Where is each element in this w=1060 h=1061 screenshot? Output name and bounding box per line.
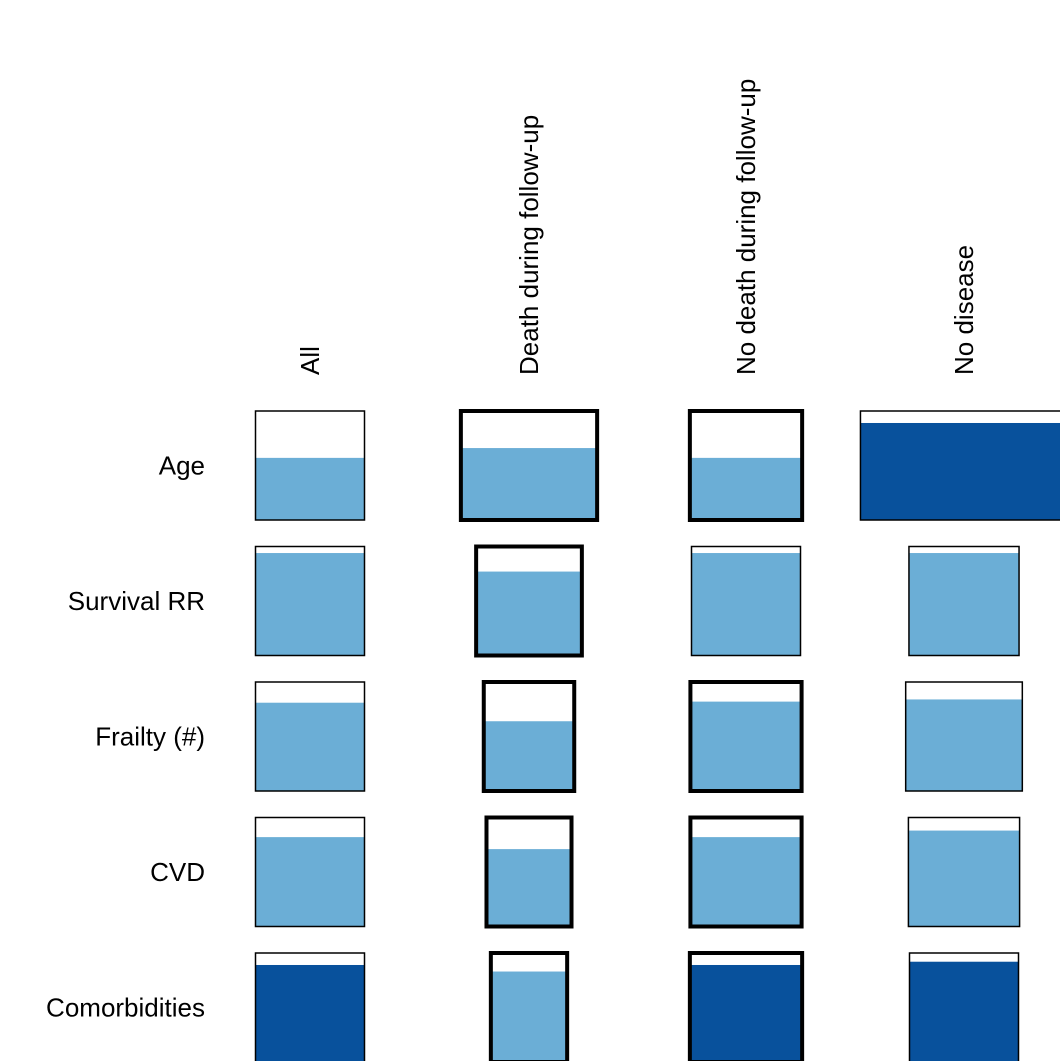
cell-outline — [484, 815, 574, 929]
cell-outline — [254, 681, 366, 792]
column-label: No disease — [949, 245, 979, 375]
column-label: No death during follow-up — [731, 79, 761, 375]
row-label: Frailty (#) — [95, 722, 205, 752]
cell-outline — [254, 545, 366, 657]
cell-fill — [483, 721, 575, 791]
cell-outline — [687, 951, 805, 1061]
cell-fill — [255, 457, 365, 520]
column-label: All — [295, 346, 325, 375]
cell-outline — [254, 410, 366, 521]
cell-fill — [908, 830, 1020, 927]
column-label: Death during follow-up — [514, 115, 544, 375]
cell-outline — [254, 816, 366, 928]
cell-fill — [690, 701, 802, 791]
cell-fill — [476, 571, 582, 656]
row-label: Survival RR — [68, 586, 205, 616]
cell-outline — [474, 544, 584, 658]
cell-outline — [481, 680, 577, 793]
cell-fill — [905, 699, 1023, 791]
cell-outline — [904, 681, 1024, 792]
cell-fill — [486, 849, 572, 927]
cell-outline — [688, 815, 804, 929]
cell-fill — [689, 457, 803, 520]
cell-fill — [460, 448, 598, 520]
cell-fill — [860, 422, 1060, 520]
cell-fill — [255, 837, 365, 927]
row-label: Age — [159, 451, 205, 481]
cell-outline — [908, 952, 1020, 1061]
cell-outline — [687, 409, 805, 522]
cell-outline — [488, 951, 570, 1061]
cell-fill — [255, 553, 365, 656]
cell-outline — [859, 410, 1060, 521]
cell-outline — [908, 545, 1020, 657]
cell-fill — [909, 961, 1019, 1061]
cell-outline — [690, 545, 802, 657]
cell-fill — [255, 702, 365, 791]
cell-fill — [689, 964, 803, 1061]
cell-fill — [490, 971, 568, 1061]
cell-outline — [907, 816, 1021, 928]
cell-fill — [908, 553, 1020, 656]
cell-outline — [458, 409, 600, 522]
cell-fill — [255, 964, 365, 1061]
cell-outline — [254, 952, 366, 1061]
cell-fill — [691, 553, 801, 656]
row-label: CVD — [150, 857, 205, 887]
row-label: Comorbidities — [46, 993, 205, 1023]
cell-outline — [688, 680, 804, 793]
cell-fill — [690, 837, 802, 927]
